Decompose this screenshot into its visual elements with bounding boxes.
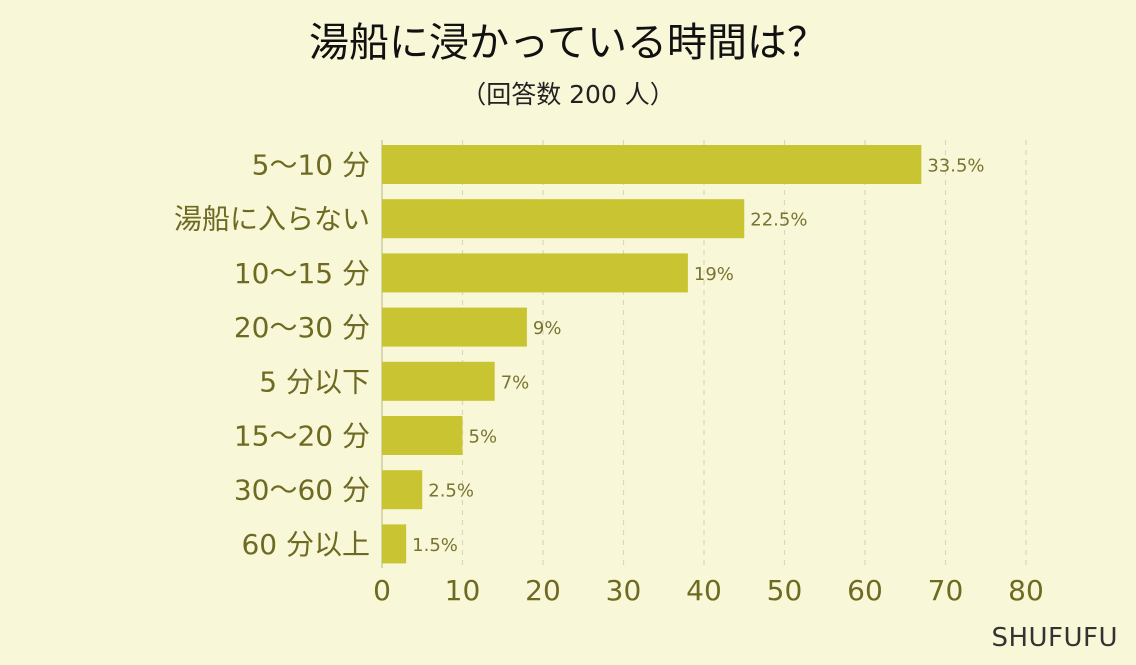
data-label: 9% [533,318,562,339]
brand-logo-text: SHUFUFU [991,623,1118,653]
x-tick-label: 70 [928,574,964,607]
x-axis-ticks: 0 10 20 30 40 50 60 70 80 [373,574,1044,607]
data-label: 33.5% [927,156,984,177]
bar [382,470,423,510]
x-tick-label: 40 [686,574,722,607]
value-labels: 33.5% 22.5% 19% 9% 7% 5% 2.5% 1.5% [412,156,984,556]
category-label: 10〜15 分 [234,257,370,290]
bar [382,524,407,564]
x-tick-label: 80 [1008,574,1044,607]
bar [382,416,463,455]
category-label: 20〜30 分 [234,311,370,344]
data-label: 2.5% [428,481,474,502]
x-tick-label: 60 [847,574,883,607]
category-label: 30〜60 分 [234,474,370,507]
bar [382,361,495,401]
bars [382,145,922,564]
bar [382,253,688,293]
category-label: 5 分以下 [259,365,370,398]
category-label: 60 分以上 [241,528,370,561]
data-label: 5% [469,427,498,448]
category-label: 湯船に入らない [174,203,370,236]
x-tick-label: 30 [606,574,642,607]
x-tick-label: 50 [767,574,803,607]
bar [382,145,922,184]
chart-subtitle: （回答数 200 人） [461,80,675,109]
data-label: 22.5% [750,210,807,231]
bar [382,199,745,239]
chart-title: 湯船に浸かっている時間は？ [309,20,827,66]
data-label: 1.5% [412,535,458,556]
bar [382,307,527,347]
category-label: 5〜10 分 [252,149,370,182]
x-tick-label: 0 [373,574,391,607]
data-label: 7% [501,372,530,393]
data-label: 19% [694,264,734,285]
x-tick-label: 10 [445,574,481,607]
category-label: 15〜20 分 [234,420,370,453]
x-tick-label: 20 [525,574,561,607]
